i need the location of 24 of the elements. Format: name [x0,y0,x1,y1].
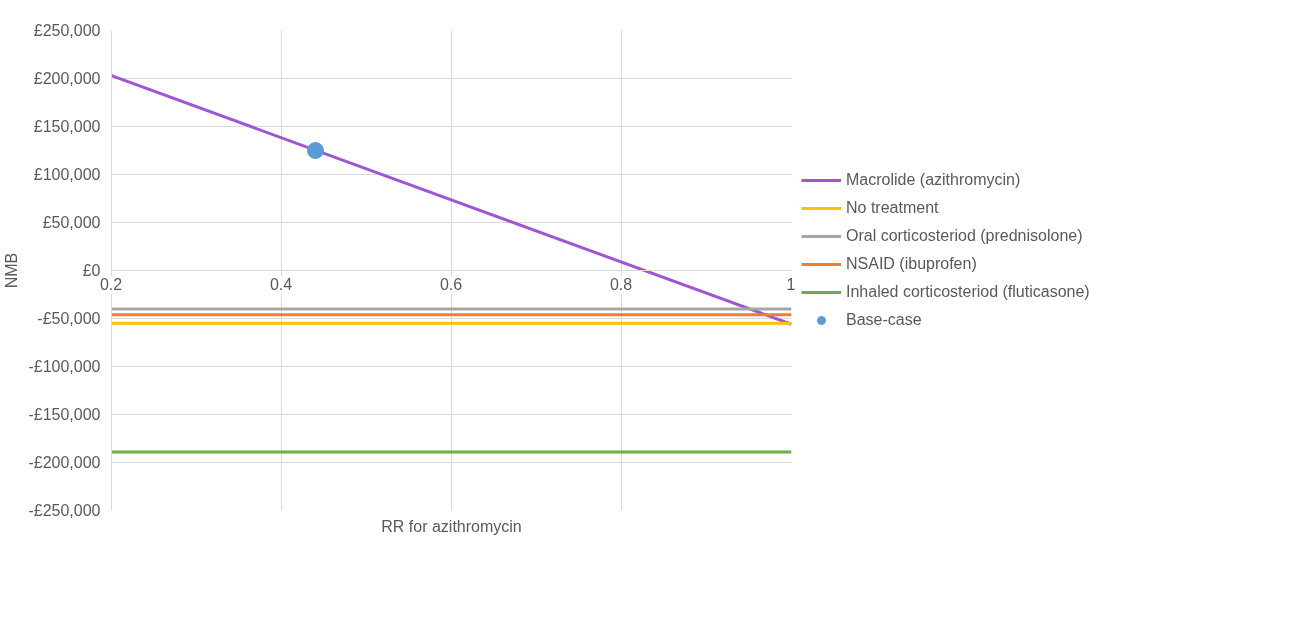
x-axis-title: RR for azithromycin [381,517,522,535]
y-tick-label: £100,000 [33,166,101,183]
x-tick-label: 1 [786,276,796,294]
y-tick-label: £50,000 [42,214,101,231]
y-tick-label: -£200,000 [28,454,101,471]
y-tick-label: -£250,000 [28,502,101,519]
legend-label: Base-case [846,311,922,329]
x-tick-label: 0.6 [439,276,463,294]
x-tick-label: 0.2 [99,276,123,294]
x-tick-label: 0.4 [269,276,293,294]
y-tick-label: -£50,000 [37,310,101,327]
legend-label: Inhaled corticosteriod (fluticasone) [846,283,1090,301]
y-tick-label: £150,000 [33,118,101,135]
legend-label: No treatment [846,199,939,217]
x-tick-label: 0.8 [609,276,633,294]
legend-label: Oral corticosteriod (prednisolone) [846,227,1083,245]
y-tick-label: £0 [82,262,101,279]
y-axis-title: NMB [3,252,21,289]
y-tick-label: -£100,000 [28,358,101,375]
y-tick-label: £250,000 [33,22,101,39]
legend-label: NSAID (ibuprofen) [846,255,977,273]
y-tick-label: -£150,000 [28,406,101,423]
y-tick-label: £200,000 [33,70,101,87]
legend-label: Macrolide (azithromycin) [846,171,1021,189]
